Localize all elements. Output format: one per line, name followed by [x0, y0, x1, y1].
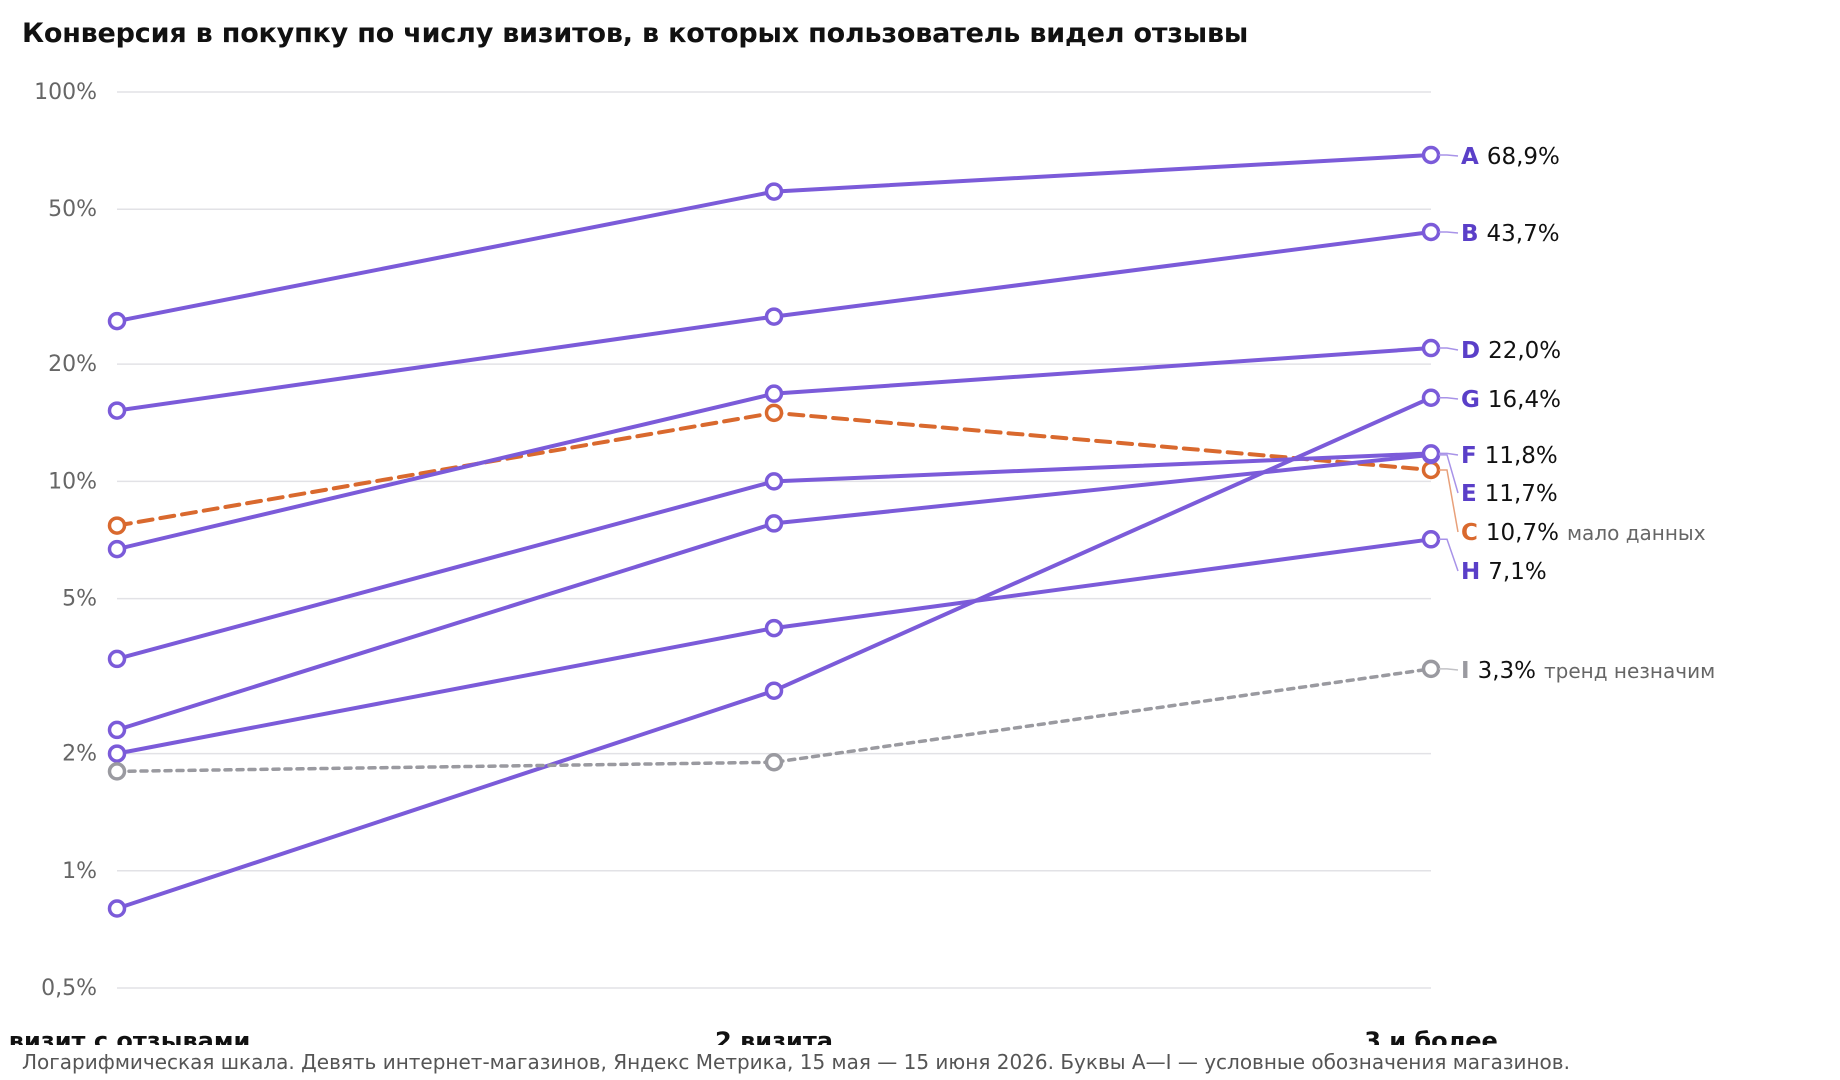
label-connector [1439, 469, 1459, 533]
y-tick-label: 0,5% [41, 976, 97, 1001]
label-connector [1439, 668, 1459, 671]
end-labels: A 68,9% B 43,7% C 10,7% мало данных D 22,0% E 11,7… [1439, 144, 1715, 684]
data-point-f [1421, 444, 1441, 463]
series-note: мало данных [1567, 521, 1706, 545]
data-point-g [107, 899, 127, 918]
series-end-value: 11,7% [1485, 481, 1558, 507]
data-point-d [107, 539, 127, 559]
series-name: H [1461, 559, 1480, 585]
label-connector [1439, 538, 1459, 572]
y-tick-label: 1% [62, 859, 97, 884]
label-connector [1439, 396, 1459, 400]
series-name: B [1461, 221, 1479, 247]
end-label-a: A 68,9% [1461, 144, 1560, 170]
data-point-i [107, 762, 127, 781]
data-point-b [1421, 222, 1441, 242]
data-point-h [764, 618, 784, 638]
end-label-f: F 11,8% [1461, 443, 1558, 469]
series-name: E [1461, 481, 1477, 507]
data-point-e [764, 514, 784, 533]
chart-title: Конверсия в покупку по числу визитов, в … [22, 18, 1249, 49]
data-point-b [764, 307, 784, 326]
label-connector [1439, 154, 1459, 157]
label-connector [1439, 347, 1459, 351]
data-point-d [1421, 338, 1441, 358]
label-connector [1439, 454, 1459, 494]
series-line-i [115, 667, 1433, 774]
data-point-g [764, 681, 784, 700]
series-end-value: 16,4% [1488, 387, 1561, 413]
series-name: I [1461, 658, 1470, 684]
series-end-value: 22,0% [1488, 338, 1561, 364]
y-tick-label: 10% [48, 469, 97, 494]
end-label-e: E 11,7% [1461, 481, 1558, 507]
series-end-value: 68,9% [1487, 144, 1560, 170]
data-point-a [107, 311, 127, 331]
line-chart: 0,5% 1% 2% 5% 10% 20% 50% 100% 1 визит с отзыва… [0, 80, 1715, 1045]
y-tick-label: 20% [48, 352, 97, 377]
data-point-d [764, 384, 784, 403]
data-point-i [1421, 659, 1441, 679]
series-name: G [1461, 387, 1480, 413]
grid-lines [117, 91, 1431, 989]
end-label-b: B 43,7% [1461, 221, 1560, 247]
y-tick-label: 100% [34, 80, 97, 105]
x-tick-label: 3 и более [1364, 1027, 1498, 1045]
x-tick-label: 2 визита [715, 1027, 833, 1045]
data-point-g [1421, 388, 1441, 407]
end-label-d: D 22,0% [1461, 338, 1561, 364]
y-axis-ticks: 0,5% 1% 2% 5% 10% 20% 50% 100% [34, 80, 97, 1001]
series-line-h [115, 537, 1433, 756]
data-point-f [107, 649, 127, 669]
data-point-c [1421, 460, 1441, 480]
series-name: A [1461, 144, 1479, 170]
end-label-h: H 7,1% [1461, 559, 1547, 585]
x-tick-label: 1 визит с отзывами [0, 1027, 250, 1045]
data-point-f [764, 472, 784, 491]
series-line-a [115, 152, 1433, 324]
data-point-c [764, 403, 784, 423]
data-point-e [107, 720, 127, 740]
series-end-value: 7,1% [1488, 559, 1546, 585]
series-end-value: 10,7% [1486, 520, 1559, 546]
series-end-value: 3,3% [1478, 658, 1536, 684]
series-line-c [115, 410, 1433, 528]
end-label-c: C 10,7% мало данных [1461, 520, 1706, 546]
series-name: D [1461, 338, 1480, 364]
end-label-i: I 3,3% тренд незначим [1461, 658, 1715, 684]
data-point-h [1421, 530, 1441, 549]
data-point-c [107, 516, 127, 535]
x-axis-ticks: 1 визит с отзывами 2 визита 3 и более [0, 1027, 1498, 1045]
data-point-b [107, 401, 127, 420]
series-end-value: 11,8% [1485, 443, 1558, 469]
y-tick-label: 5% [62, 587, 97, 612]
series-end-value: 43,7% [1487, 221, 1560, 247]
data-point-h [107, 744, 127, 763]
data-point-a [764, 182, 784, 201]
series-points [107, 145, 1441, 918]
label-connector [1439, 452, 1459, 456]
data-point-a [1421, 145, 1441, 165]
series-note: тренд незначим [1544, 659, 1715, 683]
footnote: Логарифмическая шкала. Девять интернет-м… [22, 1050, 1570, 1074]
series-name: C [1461, 520, 1478, 546]
series-name: F [1461, 443, 1477, 469]
label-connector [1439, 231, 1459, 234]
y-tick-label: 50% [48, 197, 97, 222]
end-label-g: G 16,4% [1461, 387, 1561, 413]
y-tick-label: 2% [62, 742, 97, 767]
data-point-i [764, 752, 784, 772]
